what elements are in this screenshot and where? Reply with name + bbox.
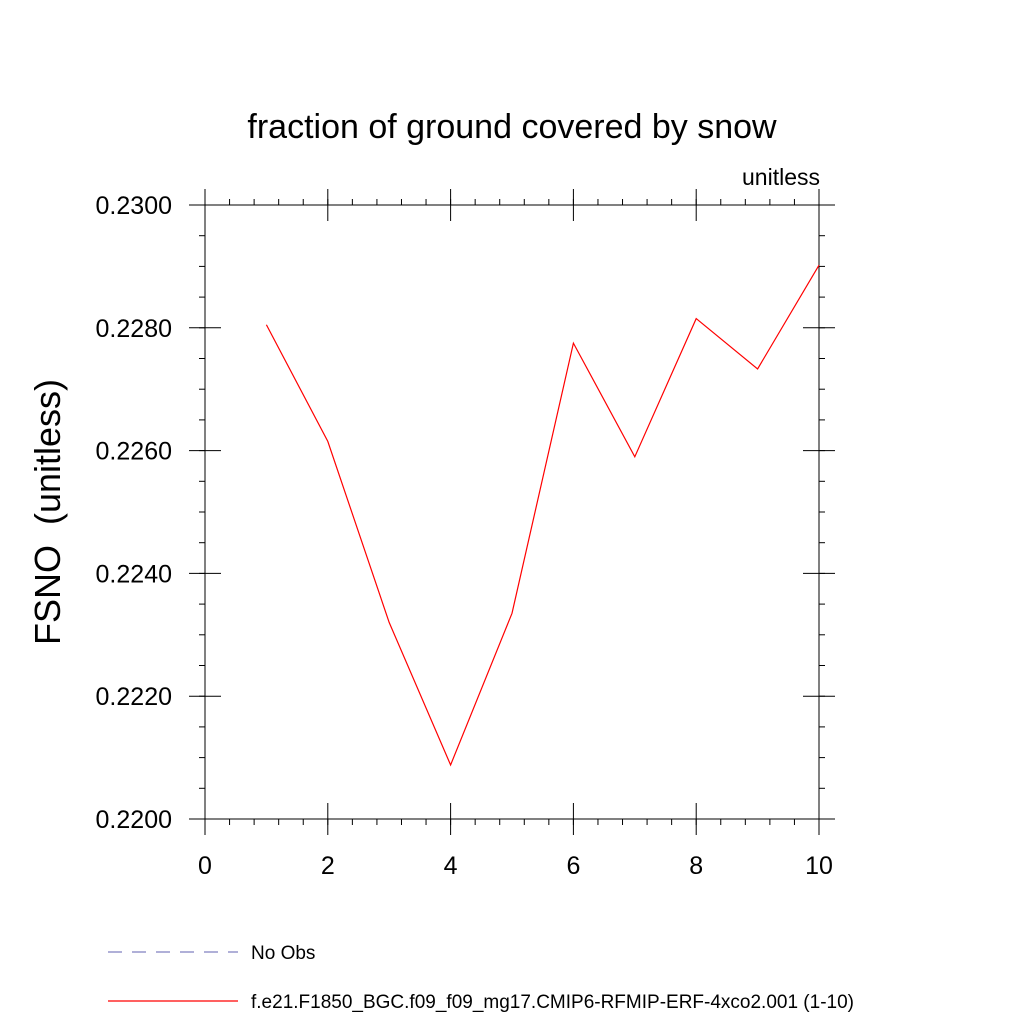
series-line: [265, 264, 820, 767]
y-tick-label: 0.2220: [96, 683, 172, 711]
x-tick-label: 8: [689, 852, 703, 880]
axes-layer: 0 2 4 6 8 10 0.2200 0.2220 0.2240 0.2260 0.2280 0.2…: [96, 189, 835, 880]
legend-label: f.e21.F1850_BGC.f09_f09_mg17.CMIP6-RFMIP…: [251, 992, 854, 1013]
legend-label: No Obs: [251, 943, 315, 964]
x-tick-label: 6: [566, 852, 580, 880]
x-tick-label: 2: [321, 852, 335, 880]
y-axis-title: FSNO (unitless): [27, 379, 68, 645]
series-layer: [265, 264, 820, 767]
legend: No Obs f.e21.F1850_BGC.f09_f09_mg17.CMIP6…: [108, 943, 854, 1013]
x-tick-label: 0: [198, 852, 212, 880]
x-tick-label: 4: [444, 852, 458, 880]
y-tick-label: 0.2300: [96, 192, 172, 220]
x-tick-label: 10: [805, 852, 833, 880]
chart-title: fraction of ground covered by snow: [247, 108, 777, 146]
plot-frame: [204, 204, 820, 820]
y-tick-label: 0.2260: [96, 438, 172, 466]
y-tick-label: 0.2280: [96, 315, 172, 343]
units-label: unitless: [742, 164, 820, 190]
y-tick-label: 0.2240: [96, 560, 172, 588]
y-tick-label: 0.2200: [96, 806, 172, 834]
